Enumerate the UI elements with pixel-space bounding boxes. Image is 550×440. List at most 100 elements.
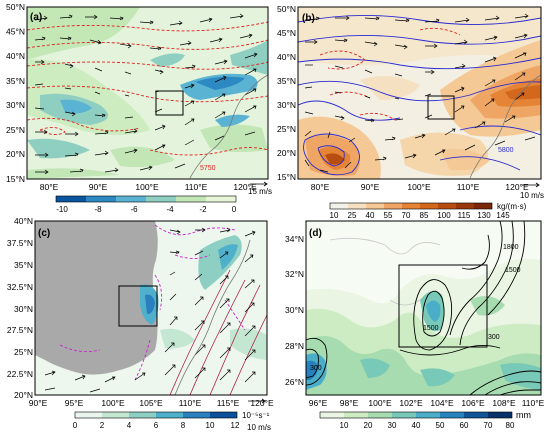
- panel-d-shading: [306, 221, 541, 395]
- lon-tick: 90°E: [89, 182, 108, 192]
- panel-a-lon-ticks: 80°E 90°E 100°E 110°E 120°E: [40, 182, 257, 192]
- lon-tick: 110°E: [185, 182, 208, 192]
- lat-tick: 15°N: [6, 174, 25, 184]
- lon-tick: 104°E: [430, 398, 454, 408]
- panel-b-contour-label: 5800: [498, 147, 514, 154]
- lon-tick: 110°E: [457, 182, 480, 192]
- colorbar-tick: 55: [384, 211, 393, 220]
- panel-a-wind-vectors: [34, 13, 258, 175]
- contour-label: 300: [310, 365, 322, 372]
- colorbar-tick: 25: [348, 211, 357, 220]
- colorbar-tick: 80: [506, 421, 515, 430]
- lat-tick: 35°N: [14, 260, 33, 270]
- panel-c: (c) 40°N 37.5°N 35°N 32.5°N 30°N 27.5°N …: [7, 216, 274, 432]
- lat-tick: 32.5°N: [7, 282, 33, 292]
- colorbar-tick: 2: [100, 421, 105, 430]
- lon-tick: 80°E: [40, 182, 59, 192]
- lon-tick: 90°E: [29, 398, 48, 408]
- lat-tick: 35°N: [6, 76, 25, 86]
- svg-text:10 m/s: 10 m/s: [247, 423, 271, 432]
- lon-tick: 90°E: [361, 182, 380, 192]
- panel-d-region-box: [398, 264, 488, 348]
- lon-tick: 95°E: [65, 398, 84, 408]
- panel-a-contour-label: 5750: [200, 165, 216, 172]
- colorbar-unit: 10⁻⁵s⁻¹: [242, 411, 270, 420]
- lon-tick: 96°E: [309, 398, 328, 408]
- colorbar-tick: 6: [154, 421, 159, 430]
- colorbar-tick: 8: [181, 421, 186, 430]
- colorbar-tick: -4: [166, 205, 174, 214]
- lat-tick: 15°N: [277, 172, 296, 182]
- panel-c-vector-ref: 10 m/s: [247, 398, 271, 432]
- panel-b-wind-vectors: [304, 13, 536, 173]
- colorbar-tick: 85: [420, 211, 429, 220]
- panel-d-frame: [305, 220, 542, 396]
- lat-tick: 34°N: [285, 234, 304, 244]
- lat-tick: 30°N: [285, 305, 304, 315]
- contour-label: 1500: [423, 325, 439, 332]
- lat-tick: 30°N: [6, 100, 25, 110]
- lon-tick: 80°E: [311, 182, 330, 192]
- panel-a-label: (a): [30, 12, 42, 23]
- colorbar-tick: 70: [484, 421, 493, 430]
- lon-tick: 106°E: [461, 398, 485, 408]
- panel-a-frame: [26, 6, 269, 180]
- panel-c-colorbar: 0 2 4 6 8 10 12 10⁻⁵s⁻¹: [73, 411, 270, 430]
- contour-label: 300: [488, 334, 500, 341]
- colorbar-tick: 12: [231, 421, 240, 430]
- contour-label: 1500: [505, 267, 521, 274]
- lat-tick: 22.5°N: [7, 369, 33, 379]
- colorbar-unit: kg/(m·s): [497, 202, 527, 211]
- lon-tick: 110°E: [522, 398, 545, 408]
- panel-a-shading: [27, 7, 268, 179]
- colorbar-tick: 40: [366, 211, 375, 220]
- lon-tick: 108°E: [492, 398, 516, 408]
- lon-tick: 120°E: [233, 182, 257, 192]
- colorbar-unit: mm: [516, 410, 531, 420]
- lon-tick: 110°E: [179, 398, 202, 408]
- panel-b-vector-ref: 10 m/s: [520, 182, 544, 200]
- panel-b-lat-ticks: 50°N 45°N 40°N 35°N 30°N 25°N 20°N 15°N: [277, 4, 296, 182]
- lon-tick: 105°E: [139, 398, 163, 408]
- panel-c-wind-vectors: [44, 227, 256, 393]
- panel-b-colorbar: 10 25 40 55 70 85 100 115 130 145 kg/(m·…: [330, 202, 527, 220]
- colorbar-tick: 0: [73, 421, 78, 430]
- lat-tick: 26°N: [285, 377, 304, 387]
- lon-tick: 100°E: [407, 182, 431, 192]
- lat-tick: 40°N: [277, 52, 296, 62]
- lat-tick: 25°N: [277, 124, 296, 134]
- lat-tick: 20°N: [14, 390, 33, 400]
- lat-tick: 37.5°N: [7, 238, 33, 248]
- panel-d-lat-ticks: 34°N 32°N 30°N 28°N 26°N: [285, 234, 304, 387]
- colorbar-tick: 100: [437, 211, 451, 220]
- lat-tick: 30°N: [277, 100, 296, 110]
- colorbar-tick: 10: [340, 421, 349, 430]
- panel-d-lon-ticks: 96°E 98°E 100°E 102°E 104°E 106°E 108°E …: [309, 398, 545, 408]
- lat-tick: 20°N: [6, 149, 25, 159]
- panel-c-label: (c): [38, 228, 50, 239]
- lat-tick: 25°N: [14, 347, 33, 357]
- panel-b-shading: [298, 7, 541, 179]
- lat-tick: 40°N: [6, 51, 25, 61]
- panel-b: 5800 (b) 50°N 45°N 40°N 35°N 30°N 25°N 2…: [277, 4, 544, 220]
- svg-text:10 m/s: 10 m/s: [520, 191, 544, 200]
- colorbar-tick: -6: [130, 205, 138, 214]
- colorbar-tick: 10: [206, 421, 215, 430]
- panel-b-region-box: [427, 95, 455, 120]
- lon-tick: 102°E: [399, 398, 423, 408]
- lon-tick: 100°E: [101, 398, 125, 408]
- panel-b-frame: [297, 6, 542, 180]
- panel-a-colorbar: -10 -8 -6 -4 -2 0: [55, 195, 237, 214]
- lat-tick: 40°N: [14, 216, 33, 226]
- colorbar-tick: 4: [127, 421, 132, 430]
- lat-tick: 50°N: [277, 4, 296, 14]
- colorbar-tick: 30: [388, 421, 397, 430]
- panel-c-shading: [35, 221, 267, 395]
- colorbar-tick: 60: [460, 421, 469, 430]
- svg-text:15 m/s: 15 m/s: [248, 187, 272, 196]
- lat-tick: 25°N: [6, 125, 25, 135]
- colorbar-tick: 115: [458, 211, 471, 220]
- panel-d: 1800 1500 1500 300 300 (d) 34°N 32°N 30°…: [285, 220, 545, 430]
- lon-tick: 115°E: [217, 398, 240, 408]
- lon-tick: 120°E: [505, 182, 529, 192]
